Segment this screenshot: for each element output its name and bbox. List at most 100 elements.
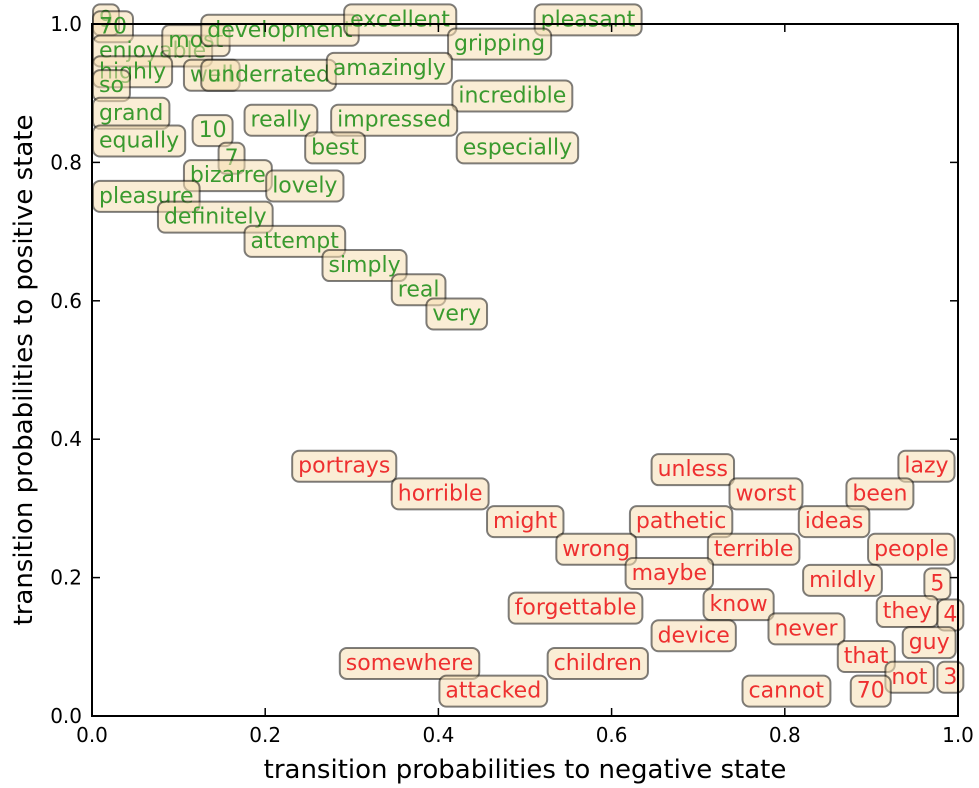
word-point: pleasant — [533, 3, 643, 37]
y-tick-label: 0.6 — [50, 289, 82, 313]
word-label: that — [844, 644, 889, 669]
word-point: impressed — [330, 103, 459, 137]
word-box — [849, 674, 892, 708]
word-point: pathetic — [628, 505, 734, 539]
word-label: never — [774, 616, 838, 641]
word-label: especially — [463, 135, 572, 160]
word-box — [338, 646, 481, 680]
word-point: attempt — [243, 224, 347, 258]
word-box — [628, 505, 734, 539]
word-label: attempt — [251, 229, 340, 254]
word-label: maybe — [632, 561, 707, 586]
word-label: they — [883, 599, 932, 624]
word-label: development — [207, 18, 353, 43]
word-box — [650, 453, 736, 487]
word-label: portrays — [298, 454, 390, 479]
word-label: attacked — [445, 679, 541, 704]
word-point: not — [884, 660, 935, 694]
word-label: somewhere — [346, 651, 473, 676]
y-tick-label: 0.8 — [50, 150, 82, 174]
x-tick-label: 0.6 — [596, 723, 628, 747]
word-box — [767, 612, 846, 646]
y-tick-label: 0.4 — [50, 427, 82, 451]
word-label: forgettable — [515, 596, 637, 621]
x-tick-label: 1.0 — [942, 723, 974, 747]
word-box — [486, 505, 565, 539]
word-label: very — [432, 301, 481, 326]
x-tick-label: 0.2 — [249, 723, 281, 747]
word-label: been — [852, 481, 907, 506]
x-axis-label: transition probabilities to negative sta… — [264, 755, 787, 785]
word-point: lazy — [897, 449, 956, 483]
word-point: bizarre — [182, 159, 273, 193]
word-label: so — [99, 73, 124, 98]
word-box — [845, 477, 915, 511]
word-box — [390, 273, 447, 307]
word-label: amazingly — [333, 56, 446, 81]
word-box — [836, 640, 896, 674]
word-label: really — [251, 108, 312, 133]
word-point: really — [243, 103, 319, 137]
word-box — [455, 131, 580, 165]
word-box — [156, 200, 274, 234]
word-point: amazingly — [325, 51, 453, 85]
word-point: mildly — [802, 563, 883, 597]
word-label: gripping — [454, 32, 545, 57]
word-box — [265, 169, 345, 203]
word-point: never — [767, 612, 846, 646]
word-label: incredible — [458, 84, 566, 109]
word-box — [624, 556, 715, 590]
word-point: forgettable — [507, 591, 644, 625]
word-point: simply — [321, 249, 408, 283]
word-box — [451, 79, 574, 113]
word-point: gripping — [447, 27, 553, 61]
word-label: lovely — [272, 173, 337, 198]
word-point: development — [200, 13, 360, 47]
word-point: 10 — [191, 114, 234, 148]
word-box — [741, 674, 832, 708]
word-box — [390, 477, 490, 511]
word-box — [533, 3, 643, 37]
word-labels: 970enjoyablemostdevelopmentexcellentplea… — [92, 3, 965, 708]
word-point: best — [304, 131, 367, 165]
word-point: that — [836, 640, 896, 674]
word-point: might — [486, 505, 565, 539]
word-point: know — [702, 588, 775, 622]
word-point: ideas — [797, 505, 871, 539]
word-point: equally — [92, 124, 187, 158]
word-label: terrible — [714, 537, 794, 562]
word-box — [343, 3, 458, 37]
word-box — [936, 660, 965, 694]
word-point: portrays — [291, 449, 398, 483]
word-point: grand — [92, 96, 171, 130]
word-point: they — [875, 595, 939, 629]
word-point: maybe — [624, 556, 715, 590]
word-point: 4 — [936, 598, 965, 632]
word-box — [325, 51, 453, 85]
word-point: attacked — [438, 674, 549, 708]
word-box — [706, 532, 801, 566]
word-label: lazy — [904, 454, 948, 479]
word-box — [425, 297, 489, 331]
word-label: might — [493, 509, 557, 534]
word-point: worst — [728, 477, 804, 511]
x-tick-label: 0.4 — [422, 723, 454, 747]
x-tick-label: 0.8 — [769, 723, 801, 747]
word-box — [321, 249, 408, 283]
word-label: people — [874, 537, 949, 562]
plot-frame — [91, 23, 959, 717]
y-axis-label: transition probabilities to positive sta… — [9, 115, 39, 626]
word-label: cannot — [749, 679, 825, 704]
word-box — [802, 563, 883, 597]
word-point: 5 — [923, 567, 952, 601]
word-label: ideas — [805, 509, 864, 534]
word-point: underrated — [200, 58, 337, 92]
word-label: bizarre — [190, 163, 266, 188]
y-tick-label: 1.0 — [50, 12, 82, 36]
word-point: lovely — [265, 169, 345, 203]
word-point: people — [867, 532, 956, 566]
word-label: equally — [99, 128, 179, 153]
word-point: excellent — [343, 3, 458, 37]
word-box — [867, 532, 956, 566]
word-label: 5 — [930, 571, 944, 596]
